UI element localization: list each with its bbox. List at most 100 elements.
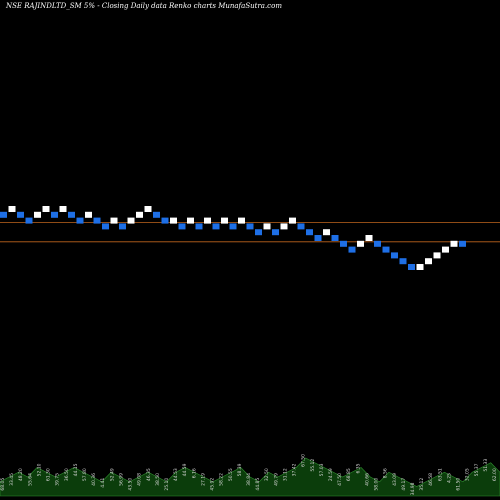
volume-label: 68.05 bbox=[0, 478, 6, 491]
volume-label: 56.99 bbox=[118, 473, 124, 486]
volume-label: 58.00 bbox=[374, 478, 380, 491]
renko-brick-up bbox=[144, 206, 152, 212]
volume-label: 57.03 bbox=[319, 463, 325, 476]
volume-label: 37.42 bbox=[292, 463, 298, 476]
volume-label: 55.12 bbox=[310, 459, 316, 472]
volume-area bbox=[0, 457, 500, 497]
volume-label: 49.08 bbox=[137, 473, 143, 486]
volume-label: 52.49 bbox=[109, 468, 115, 481]
renko-brick-down bbox=[272, 229, 279, 236]
renko-brick-up bbox=[42, 206, 50, 212]
renko-brick-down bbox=[76, 217, 84, 224]
renko-brick-up bbox=[433, 252, 441, 259]
renko-brick-up bbox=[357, 240, 364, 247]
volume-label: 31.12 bbox=[282, 468, 288, 481]
renko-brick-up bbox=[34, 211, 41, 218]
renko-brick-down bbox=[246, 223, 254, 230]
volume-label: 46.35 bbox=[146, 468, 152, 481]
volume-label: 43.50 bbox=[128, 478, 134, 491]
volume-label: 58.39 bbox=[237, 463, 243, 476]
volume-label: 35.12 bbox=[419, 478, 425, 491]
volume-label: 24.59 bbox=[328, 468, 334, 481]
volume-label: 52.10 bbox=[36, 463, 42, 476]
renko-brick-down bbox=[331, 235, 339, 241]
volume-label: 46.58 bbox=[428, 473, 434, 486]
renko-brick-up bbox=[442, 246, 449, 253]
renko-brick-down bbox=[391, 252, 398, 259]
renko-brick-up bbox=[170, 217, 177, 224]
volume-label: 49.17 bbox=[401, 478, 407, 491]
volume-label: 51.33 bbox=[483, 459, 489, 472]
renko-bricks bbox=[0, 206, 466, 270]
volume-label: 50.55 bbox=[228, 468, 234, 481]
volume-label: 6.16 bbox=[191, 468, 197, 478]
renko-brick-up bbox=[280, 223, 288, 230]
volume-label: 68.85 bbox=[346, 468, 352, 481]
volume-label: 44.53 bbox=[173, 468, 179, 481]
volume-label: 25.10 bbox=[164, 478, 170, 491]
volume-label: 55.37 bbox=[474, 463, 480, 476]
volume-label: 4.41 bbox=[100, 478, 106, 488]
volume-label: 33.45 bbox=[9, 473, 15, 486]
volume-label: 8.56 bbox=[383, 468, 389, 478]
volume-label: 62.00 bbox=[492, 468, 498, 481]
renko-brick-up bbox=[110, 217, 118, 224]
volume-label: 57.80 bbox=[82, 468, 88, 481]
renko-brick-down bbox=[153, 211, 160, 218]
renko-brick-down bbox=[399, 258, 407, 265]
volume-label: 55.64 bbox=[27, 473, 33, 486]
renko-brick-up bbox=[85, 211, 92, 218]
chart-title: NSE RAJINDLTD_SM 5% - Closing Daily data… bbox=[5, 2, 282, 10]
renko-brick-down bbox=[408, 264, 415, 270]
renko-brick-down bbox=[459, 240, 466, 247]
renko-brick-down bbox=[340, 240, 347, 247]
volume-label: 67.50 bbox=[301, 454, 307, 467]
renko-brick-down bbox=[382, 246, 390, 253]
renko-brick-down bbox=[68, 211, 75, 218]
volume-label: 44.15 bbox=[73, 463, 79, 476]
renko-brick-down bbox=[17, 211, 24, 218]
renko-brick-up bbox=[187, 217, 194, 224]
renko-brick-up bbox=[323, 229, 330, 236]
volume-label: 27.19 bbox=[200, 473, 206, 486]
renko-brick-down bbox=[161, 217, 169, 224]
renko-brick-down bbox=[255, 229, 262, 236]
volume-label: 63.51 bbox=[437, 468, 443, 481]
renko-brick-up bbox=[221, 217, 228, 224]
renko-brick-up bbox=[289, 217, 296, 224]
volume-label: 48.20 bbox=[18, 468, 24, 481]
volume-label: 32.05 bbox=[465, 468, 471, 481]
renko-brick-down bbox=[374, 240, 381, 247]
renko-brick-down bbox=[297, 223, 305, 230]
renko-brick-up bbox=[425, 258, 432, 265]
volume-label: 61.30 bbox=[46, 468, 52, 481]
volume-label: 49.79 bbox=[273, 473, 279, 486]
volume-label: 38.50 bbox=[155, 473, 161, 486]
renko-brick-down bbox=[102, 223, 109, 230]
renko-brick-up bbox=[416, 264, 424, 270]
renko-brick-down bbox=[212, 223, 220, 230]
volume-label: 44.85 bbox=[255, 478, 261, 491]
renko-brick-up bbox=[238, 217, 245, 224]
volume-label: 36.50 bbox=[64, 468, 70, 481]
renko-brick-up bbox=[59, 206, 67, 212]
volume-label: 4.25 bbox=[446, 473, 452, 483]
renko-brick-down bbox=[306, 229, 313, 236]
renko-brick-up bbox=[127, 217, 135, 224]
renko-brick-down bbox=[93, 217, 101, 224]
volume-label: 47.50 bbox=[337, 473, 343, 486]
volume-label: 39.75 bbox=[55, 473, 61, 486]
renko-brick-up bbox=[204, 217, 211, 224]
renko-brick-down bbox=[314, 235, 322, 241]
renko-brick-up bbox=[365, 235, 373, 241]
renko-brick-down bbox=[119, 223, 126, 230]
volume-label: 43.09 bbox=[392, 473, 398, 486]
renko-brick-down bbox=[51, 211, 58, 218]
renko-brick-up bbox=[8, 206, 16, 212]
volume-label: 58.22 bbox=[219, 473, 225, 486]
volume-label: 38.84 bbox=[246, 473, 252, 486]
renko-brick-down bbox=[229, 223, 237, 230]
